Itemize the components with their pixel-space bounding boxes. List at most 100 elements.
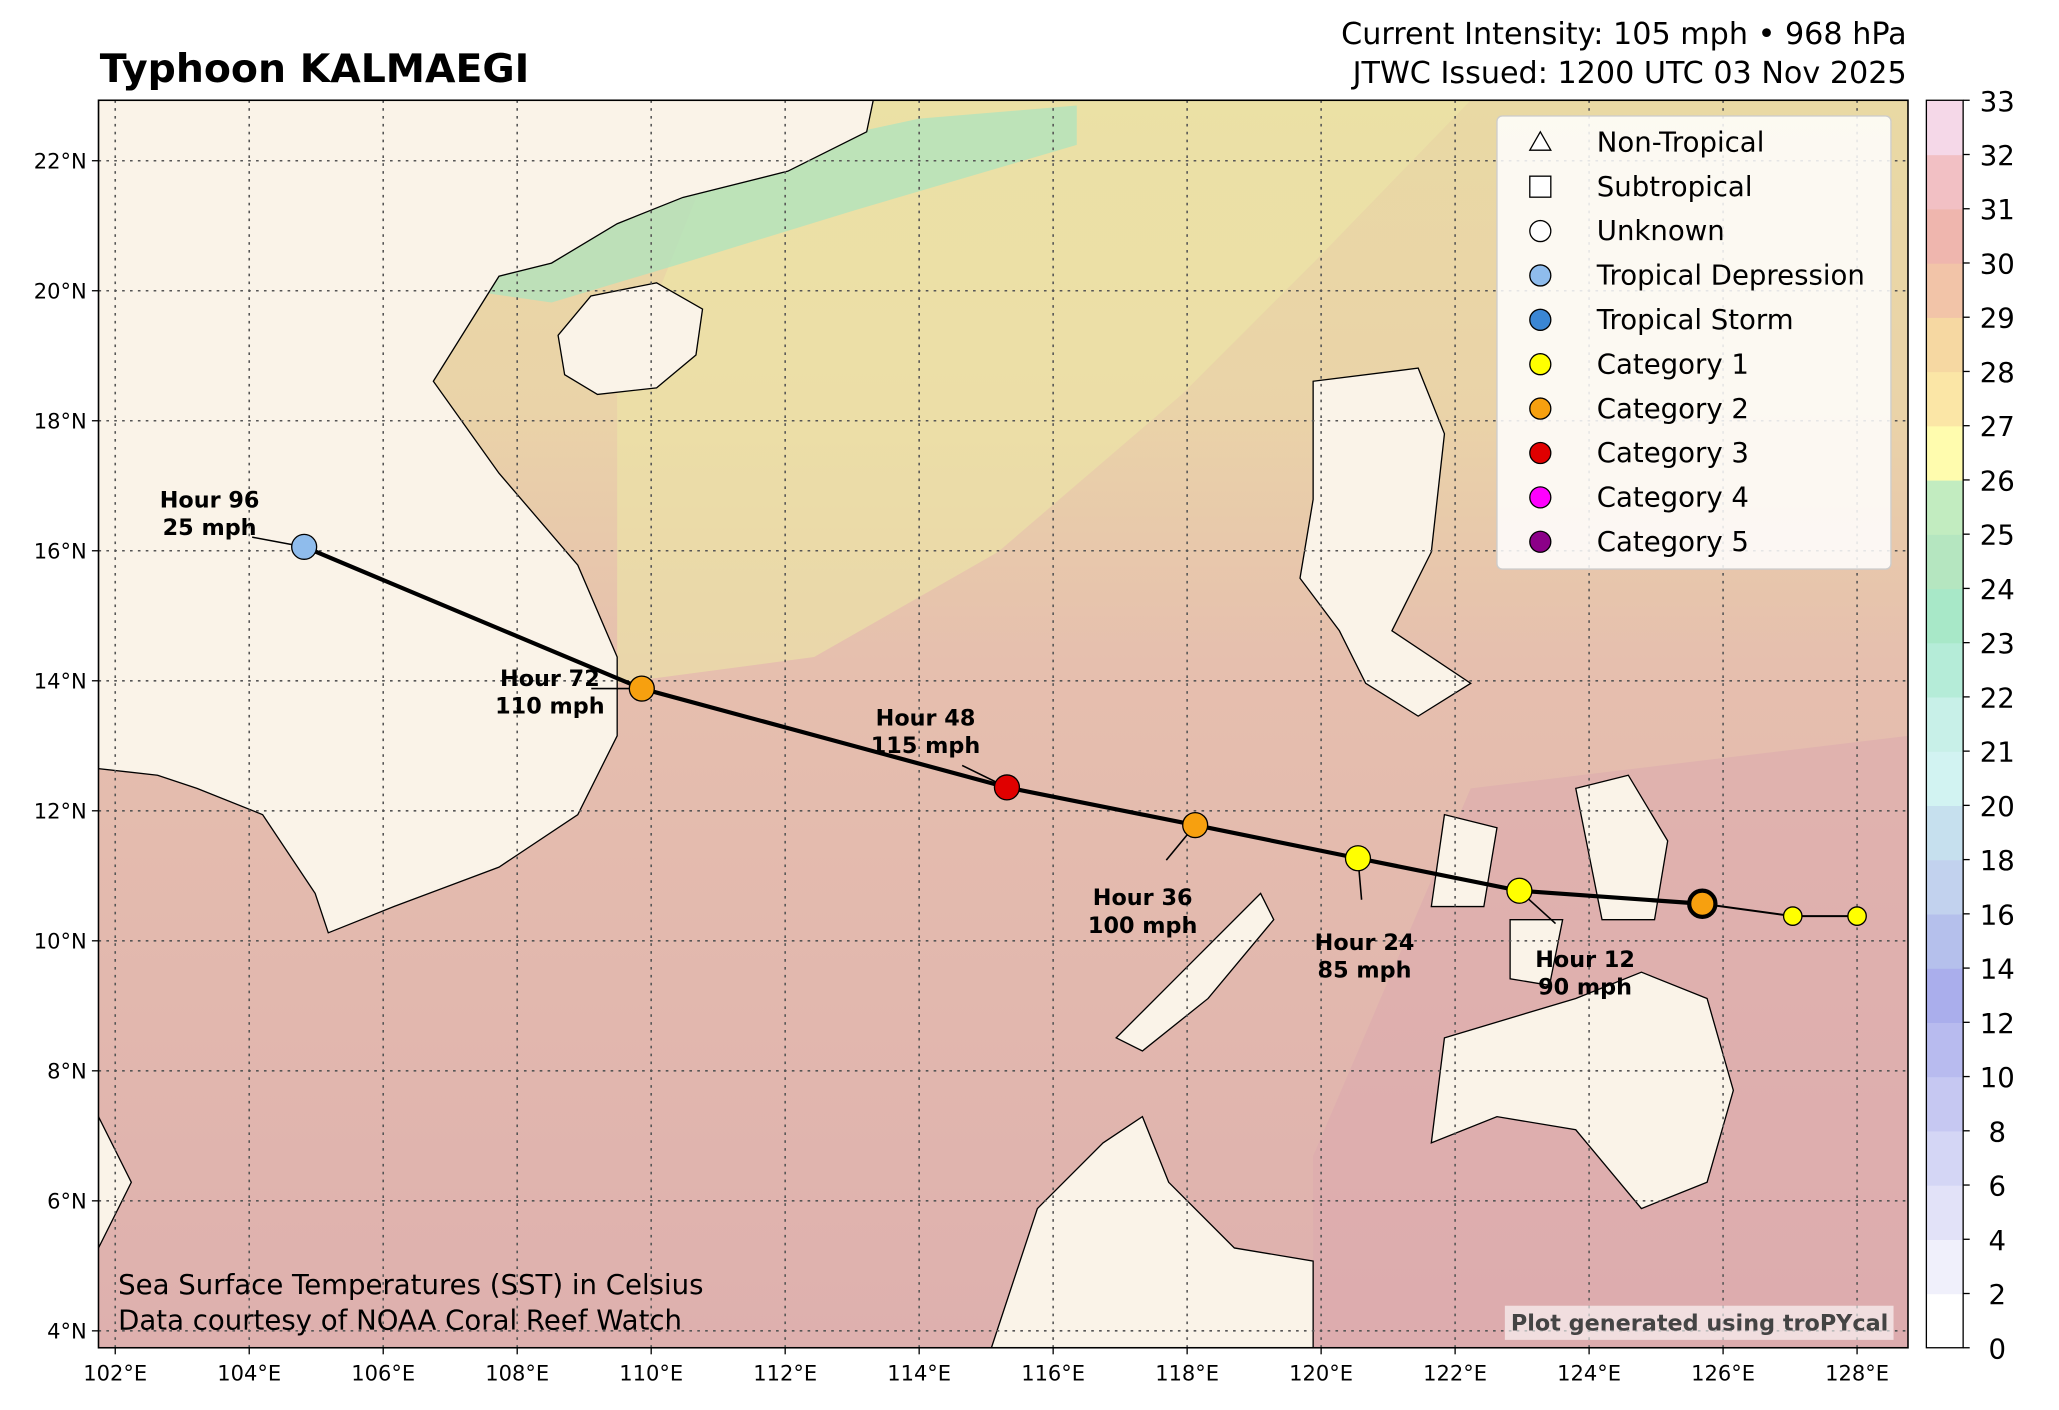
plot-frame <box>97 99 1909 1349</box>
colorbar-tick-label: 25 <box>1980 519 2015 552</box>
colorbar-swatch <box>1926 534 1964 590</box>
current-position <box>1687 888 1718 919</box>
legend-label: Tropical Storm <box>1596 303 1794 336</box>
legend-marker <box>1529 264 1552 287</box>
y-tick-label: 16°N <box>34 539 87 564</box>
colorbar-swatch <box>1926 913 1964 969</box>
legend-label: Unknown <box>1597 214 1725 247</box>
legend-box <box>1496 115 1892 570</box>
y-tick-label: 8°N <box>47 1059 87 1084</box>
colorbar-tick-label: 33 <box>1980 85 2015 118</box>
colorbar-swatch <box>1926 1076 1964 1132</box>
x-tick-label: 106°E <box>351 1361 415 1386</box>
x-tick-label: 114°E <box>887 1361 951 1386</box>
colorbar-tick-label: 20 <box>1980 790 2015 823</box>
colorbar-swatch <box>1926 1185 1964 1240</box>
colorbar-tick-label: 23 <box>1980 627 2015 660</box>
forecast-hour-label: Hour 72 <box>500 666 600 692</box>
colorbar-swatch <box>1926 154 1964 210</box>
legend-marker <box>1529 397 1552 420</box>
colorbar-swatch <box>1926 317 1964 373</box>
subtitle: JTWC Issued: 1200 UTC 03 Nov 2025 <box>1351 56 1907 91</box>
forecast-point <box>628 675 655 702</box>
colorbar-tick-label: 2 <box>1989 1278 2007 1311</box>
x-tick-label: 122°E <box>1423 1361 1487 1386</box>
colorbar-swatch <box>1926 1293 1964 1349</box>
colorbar-tick-label: 10 <box>1980 1061 2015 1094</box>
legend-label: Subtropical <box>1597 170 1753 203</box>
x-tick-label: 110°E <box>619 1361 683 1386</box>
legend-marker <box>1529 219 1552 243</box>
forecast-wind-label: 85 mph <box>1318 958 1412 984</box>
forecast-hour-label: Hour 36 <box>1093 885 1193 911</box>
x-tick-label: 118°E <box>1155 1361 1219 1386</box>
forecast-hour-label: Hour 12 <box>1535 947 1635 973</box>
past-point <box>1782 906 1803 926</box>
legend-label: Category 1 <box>1597 347 1749 380</box>
legend-marker <box>1528 130 1552 151</box>
colorbar-tick-label: 29 <box>1980 302 2015 335</box>
colorbar-tick-label: 28 <box>1980 356 2015 389</box>
forecast-wind-label: 90 mph <box>1538 974 1632 1000</box>
legend-marker <box>1529 441 1552 465</box>
x-tick-label: 128°E <box>1825 1361 1889 1386</box>
y-tick-label: 10°N <box>34 929 87 954</box>
y-tick-label: 12°N <box>34 799 87 824</box>
colorbar-swatch <box>1926 1239 1964 1295</box>
forecast-hour-label: Hour 96 <box>160 487 260 513</box>
colorbar-tick-label: 31 <box>1980 193 2015 226</box>
legend-label: Category 2 <box>1597 392 1749 425</box>
legend-label: Tropical Depression <box>1596 259 1865 292</box>
legend-label: Non-Tropical <box>1597 125 1765 158</box>
forecast-hour-label: Hour 24 <box>1315 930 1415 956</box>
forecast-hour-label: Hour 48 <box>876 706 976 732</box>
colorbar-tick-label: 27 <box>1980 410 2015 443</box>
forecast-point <box>291 533 318 560</box>
credit-box <box>1504 1305 1894 1340</box>
colorbar-tick-label: 14 <box>1980 953 2015 986</box>
credit: Plot generated using troPYcal <box>1511 1311 1888 1337</box>
colorbar-swatch <box>1926 588 1964 644</box>
colorbar-tick-label: 32 <box>1980 139 2015 172</box>
colorbar-tick-label: 18 <box>1980 844 2015 877</box>
legend-marker <box>1529 308 1552 331</box>
forecast-point <box>1506 877 1533 904</box>
colorbar-swatch <box>1926 262 1964 318</box>
footnote: Sea Surface Temperatures (SST) in Celsiu… <box>118 1268 703 1301</box>
colorbar-swatch <box>1926 642 1964 698</box>
forecast-wind-label: 115 mph <box>871 733 980 759</box>
x-tick-label: 116°E <box>1021 1361 1085 1386</box>
colorbar-swatch <box>1926 208 1964 264</box>
colorbar-tick-label: 4 <box>1989 1224 2007 1257</box>
y-tick-label: 14°N <box>34 669 87 694</box>
x-tick-label: 102°E <box>83 1361 147 1386</box>
x-tick-label: 120°E <box>1289 1361 1353 1386</box>
legend-label: Category 5 <box>1597 525 1749 558</box>
colorbar-tick-label: 21 <box>1980 736 2015 769</box>
y-tick-label: 22°N <box>34 149 87 174</box>
colorbar-tick-label: 26 <box>1980 464 2015 497</box>
colorbar-tick-label: 30 <box>1980 247 2015 280</box>
forecast-point <box>993 774 1021 801</box>
y-tick-label: 4°N <box>47 1319 87 1344</box>
colorbar-swatch <box>1926 805 1964 861</box>
colorbar-swatch <box>1926 751 1964 807</box>
colorbar-tick-label: 6 <box>1989 1170 2007 1203</box>
forecast-point <box>1344 845 1372 872</box>
legend-label: Category 4 <box>1597 481 1749 514</box>
past-point <box>1847 906 1867 926</box>
legend-marker <box>1529 175 1552 198</box>
forecast-wind-label: 110 mph <box>495 694 604 720</box>
colorbar-swatch <box>1926 968 1964 1023</box>
colorbar-tick-label: 22 <box>1980 681 2015 714</box>
colorbar-swatch <box>1926 100 1964 156</box>
x-tick-label: 112°E <box>753 1361 817 1386</box>
colorbar-swatch <box>1926 859 1964 915</box>
colorbar-tick-label: 24 <box>1980 573 2015 606</box>
colorbar-swatch <box>1926 425 1964 481</box>
legend-marker <box>1529 486 1552 509</box>
subtitle: Current Intensity: 105 mph • 968 hPa <box>1341 17 1907 52</box>
x-tick-label: 126°E <box>1691 1361 1755 1386</box>
title: Typhoon KALMAEGI <box>100 46 530 92</box>
colorbar-swatch <box>1926 371 1964 427</box>
